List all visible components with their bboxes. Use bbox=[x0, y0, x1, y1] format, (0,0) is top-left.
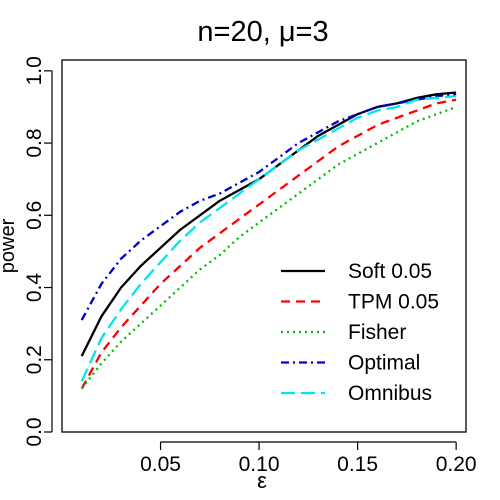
y-tick-label: 0.6 bbox=[23, 201, 46, 230]
legend-label: Omnibus bbox=[348, 382, 432, 405]
x-tick-label: 0.10 bbox=[239, 453, 280, 476]
legend-label: Soft 0.05 bbox=[348, 260, 432, 283]
plot-frame bbox=[61, 59, 467, 433]
x-tick-label: 0.15 bbox=[337, 453, 378, 476]
legend-label: TPM 0.05 bbox=[348, 291, 439, 314]
x-axis-label: ε bbox=[257, 468, 267, 493]
y-axis-label: power bbox=[0, 218, 19, 273]
x-tick-label: 0.05 bbox=[140, 453, 181, 476]
chart-title: n=20, μ=3 bbox=[197, 16, 328, 48]
y-tick-label: 0.4 bbox=[23, 273, 46, 303]
y-tick-label: 0.2 bbox=[23, 345, 46, 374]
y-tick-label: 0.8 bbox=[23, 128, 46, 157]
x-tick-label: 0.20 bbox=[436, 453, 477, 476]
y-tick-label: 1.0 bbox=[23, 56, 46, 85]
series-line-omnibus bbox=[80, 94, 457, 382]
y-tick-label: 0.0 bbox=[23, 417, 46, 446]
series-line-soft-0-05 bbox=[80, 91, 457, 357]
legend: Soft 0.05 TPM 0.05 Fisher Optimal Omnibus bbox=[281, 260, 439, 405]
legend-label: Fisher bbox=[348, 321, 406, 344]
series-lines bbox=[80, 91, 457, 390]
legend-label: Optimal bbox=[348, 352, 420, 375]
series-line-fisher bbox=[80, 105, 457, 390]
axes: 0.05 0.10 0.15 0.20 0.0 0.2 0.4 0.6 0.8 1.0 bbox=[23, 56, 477, 476]
series-line-tpm-0-05 bbox=[80, 98, 457, 390]
